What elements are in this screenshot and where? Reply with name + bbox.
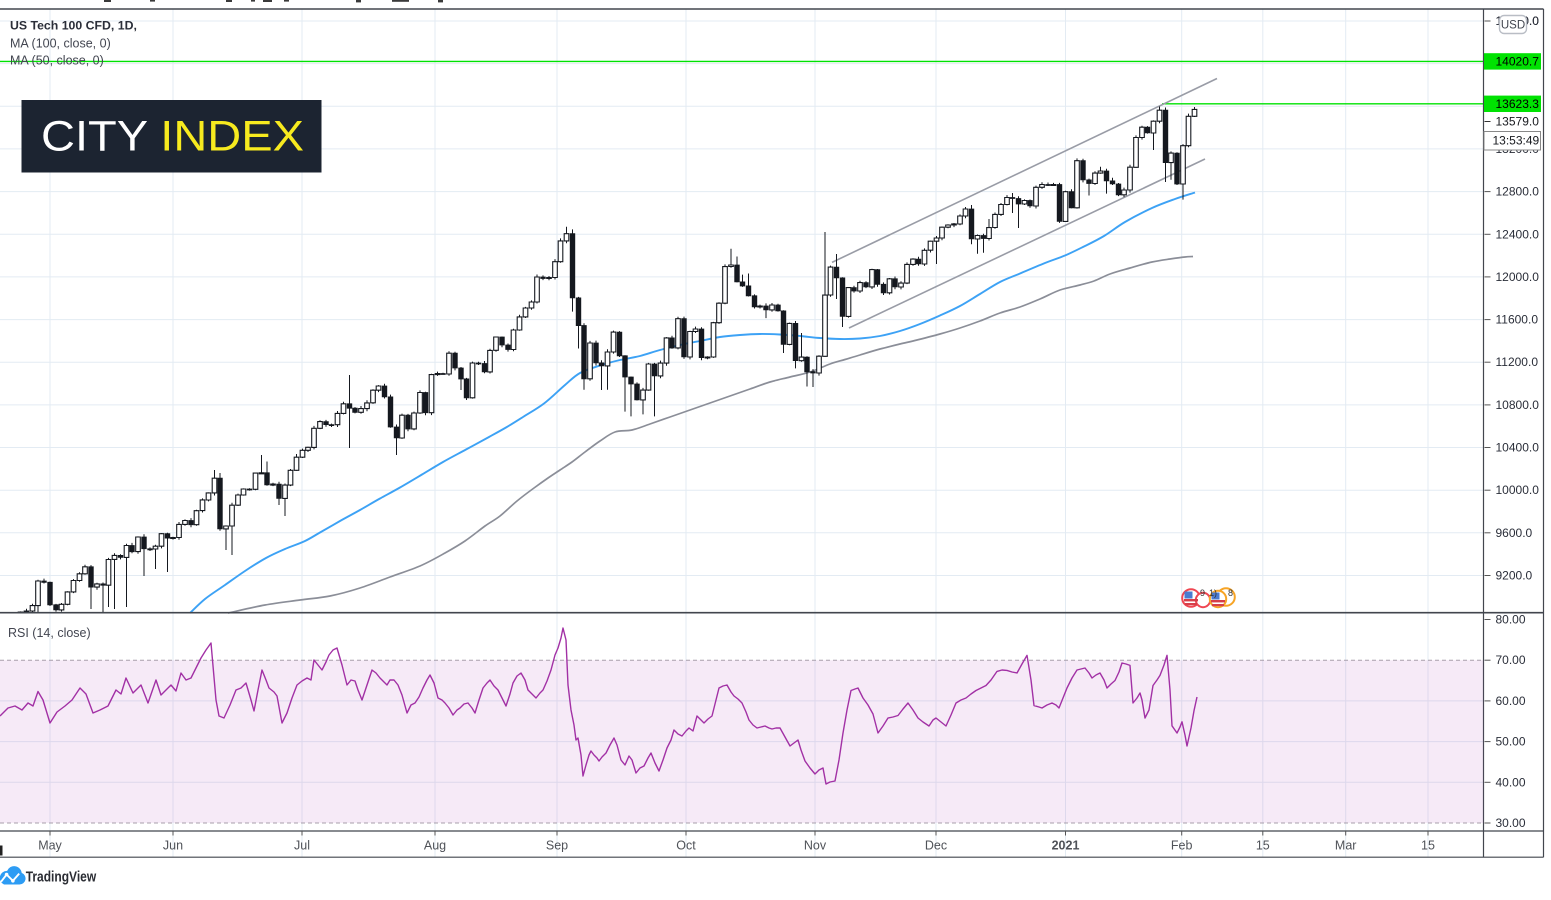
svg-text:80.00: 80.00 [1496,613,1526,627]
svg-text:Jul: Jul [294,839,310,853]
svg-text:13623.3: 13623.3 [1496,97,1540,111]
svg-text:11600.0: 11600.0 [1496,313,1539,327]
svg-text:60.00: 60.00 [1496,694,1526,708]
svg-text:USD: USD [1501,20,1525,32]
svg-text:TradingView: TradingView [26,869,97,886]
svg-text:10000.0: 10000.0 [1496,483,1540,497]
svg-text:10400.0: 10400.0 [1496,441,1540,455]
svg-text:RSI (14, close): RSI (14, close) [8,626,91,640]
svg-text:US Tech 100 CFD, 1D,: US Tech 100 CFD, 1D, [10,19,137,33]
svg-text:30.00: 30.00 [1496,816,1526,830]
svg-text:Nov: Nov [804,839,827,853]
svg-text:40.00: 40.00 [1496,775,1526,789]
svg-text:8: 8 [1228,588,1233,598]
svg-text:May: May [38,839,62,853]
svg-text:MA (100, close, 0): MA (100, close, 0) [10,37,111,51]
svg-text:2021: 2021 [1052,839,1080,853]
svg-text:Oct: Oct [676,839,696,853]
svg-text:13:53:49: 13:53:49 [1493,134,1540,148]
svg-text:MA (50, close, 0): MA (50, close, 0) [10,54,104,68]
svg-text:9600.0: 9600.0 [1496,526,1533,540]
svg-text:Mar: Mar [1335,839,1357,853]
svg-text:Jun: Jun [163,839,183,853]
svg-text:12000.0: 12000.0 [1496,270,1540,284]
svg-text:10800.0: 10800.0 [1496,398,1540,412]
svg-text:15: 15 [1421,839,1435,853]
svg-text:70.00: 70.00 [1496,653,1526,667]
svg-text:Dec: Dec [925,839,947,853]
svg-text:Aug: Aug [424,839,446,853]
svg-text:50.00: 50.00 [1496,735,1526,749]
svg-text:12400.0: 12400.0 [1496,227,1540,241]
svg-text:12800.0: 12800.0 [1496,185,1540,199]
svg-text:9200.0: 9200.0 [1496,569,1533,583]
svg-text:1): 1) [1209,588,1217,598]
svg-text:Feb: Feb [1171,839,1193,853]
svg-text:11200.0: 11200.0 [1496,355,1539,369]
svg-text:9: 9 [1200,588,1205,598]
svg-text:Sep: Sep [546,839,568,853]
svg-text:15: 15 [1256,839,1270,853]
svg-text:CITY INDEX: CITY INDEX [41,113,304,161]
svg-text:14020.7: 14020.7 [1496,55,1540,69]
svg-text:13579.0: 13579.0 [1496,115,1540,129]
